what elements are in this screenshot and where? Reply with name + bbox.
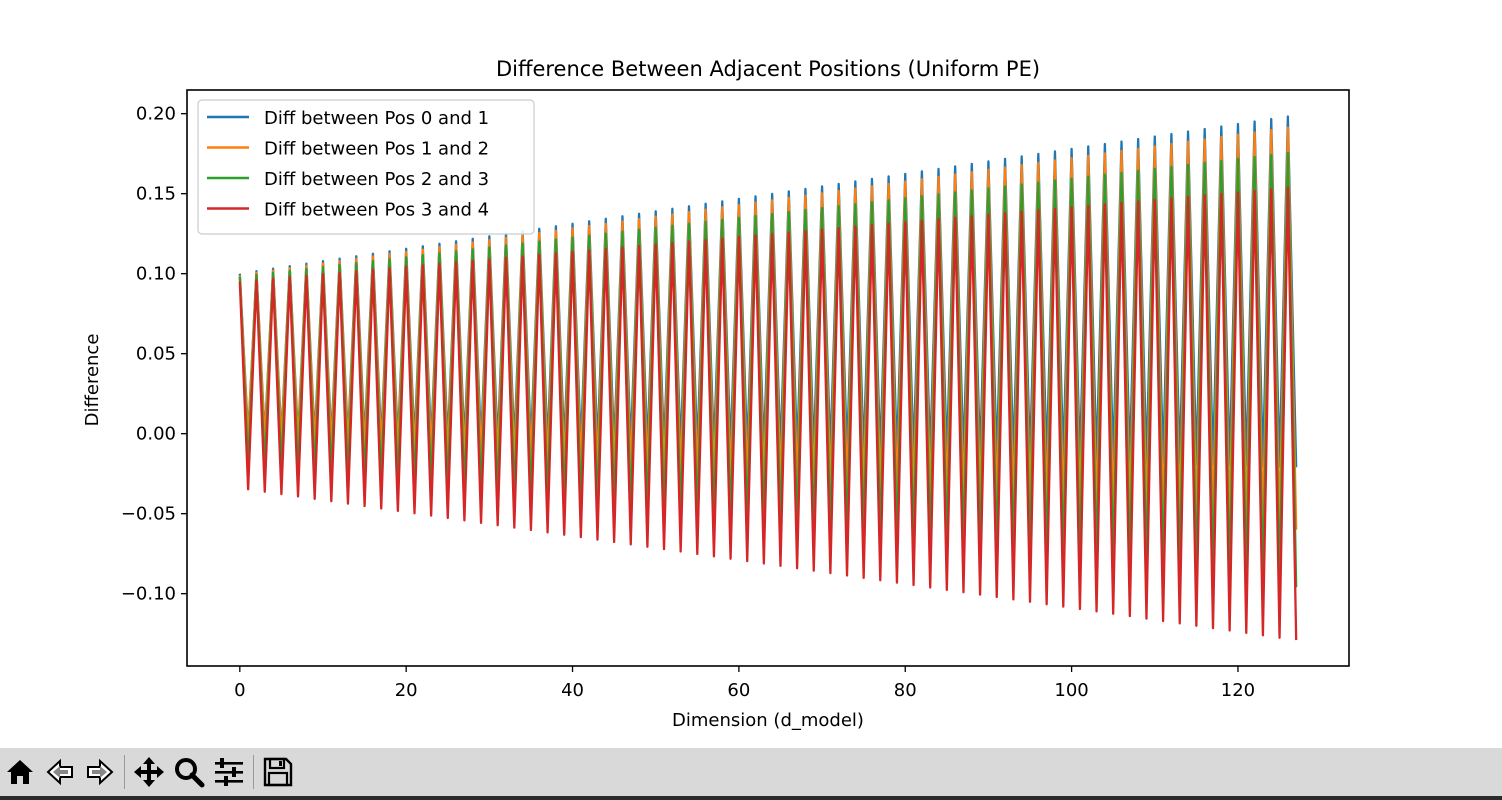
window-bottom-edge xyxy=(0,796,1502,800)
forward-button[interactable] xyxy=(80,752,120,792)
y-tick-label: 0.15 xyxy=(136,184,176,205)
x-tick-label: 60 xyxy=(727,680,750,701)
figure-canvas: Difference Between Adjacent Positions (U… xyxy=(82,57,1350,731)
series-line-4 xyxy=(238,186,1298,641)
save-disk-icon xyxy=(263,757,293,787)
x-tick-label: 120 xyxy=(1221,680,1255,701)
zoom-button[interactable] xyxy=(169,752,209,792)
legend-label: Diff between Pos 3 and 4 xyxy=(264,200,489,221)
chart-title: Difference Between Adjacent Positions (U… xyxy=(496,57,1040,81)
x-tick-label: 80 xyxy=(894,680,917,701)
x-tick-label: 0 xyxy=(234,680,245,701)
navigation-toolbar xyxy=(0,748,1502,796)
legend-box xyxy=(197,99,535,235)
line-chart: Difference Between Adjacent Positions (U… xyxy=(82,57,1350,731)
legend: Diff between Pos 0 and 1 Diff between Pos… xyxy=(197,99,535,235)
configure-subplots-button[interactable] xyxy=(209,752,249,792)
home-button[interactable] xyxy=(0,752,40,792)
back-button[interactable] xyxy=(40,752,80,792)
y-tick-label: 0.00 xyxy=(136,424,176,445)
plot-frame xyxy=(186,89,1350,667)
configure-subplots-icon xyxy=(215,758,243,786)
x-tick-label: 40 xyxy=(561,680,584,701)
toolbar-separator xyxy=(124,755,125,789)
y-tick-label: 0.05 xyxy=(136,344,176,365)
legend-label: Diff between Pos 2 and 3 xyxy=(264,169,489,190)
x-tick-label: 20 xyxy=(395,680,418,701)
back-arrow-icon xyxy=(46,758,73,786)
x-axis-title: Dimension (d_model) xyxy=(672,710,864,731)
y-axis-title: Difference xyxy=(82,334,103,427)
y-tick-label: 0.20 xyxy=(136,104,176,125)
y-tick-label: −0.05 xyxy=(121,504,176,525)
home-icon xyxy=(7,760,33,784)
toolbar-separator xyxy=(253,755,254,789)
pan-move-icon xyxy=(134,757,164,787)
legend-label: Diff between Pos 0 and 1 xyxy=(264,108,489,129)
y-tick-label: 0.10 xyxy=(136,264,176,285)
zoom-magnifier-icon xyxy=(175,758,205,788)
forward-arrow-icon xyxy=(87,758,114,786)
legend-label: Diff between Pos 1 and 2 xyxy=(264,139,489,160)
x-tick-label: 100 xyxy=(1054,680,1088,701)
y-tick-label: −0.10 xyxy=(121,584,176,605)
save-button[interactable] xyxy=(258,752,298,792)
pan-button[interactable] xyxy=(129,752,169,792)
